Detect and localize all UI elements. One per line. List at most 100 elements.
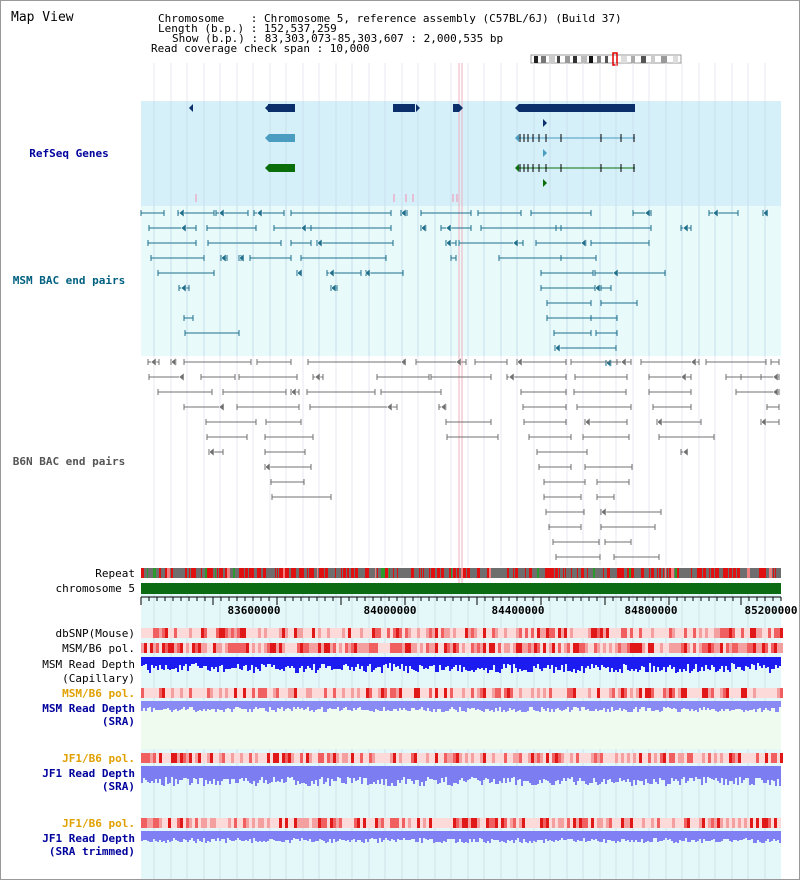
- depth-bar: [331, 831, 333, 843]
- repeat-mark: [221, 568, 223, 578]
- track-label-msm-pol-sra[interactable]: MSM/B6 pol.: [62, 687, 135, 700]
- depth-bar: [361, 657, 363, 666]
- depth-bar: [463, 831, 465, 843]
- depth-bar: [405, 701, 407, 710]
- repeat-mark: [343, 568, 346, 578]
- depth-bar: [227, 766, 229, 779]
- heat-cell: [714, 818, 717, 828]
- depth-bar: [337, 766, 339, 777]
- heat-cell: [396, 818, 399, 828]
- repeat-mark: [215, 568, 216, 578]
- depth-bar: [563, 831, 565, 840]
- depth-bar: [261, 657, 263, 664]
- chromosome-bar[interactable]: [141, 583, 781, 594]
- depth-bar: [731, 657, 733, 663]
- depth-bar: [247, 701, 249, 712]
- heat-cell: [606, 628, 609, 638]
- depth-bar: [653, 831, 655, 838]
- depth-bar: [719, 701, 721, 711]
- track-label-jf1-depth-trimmed[interactable]: JF1 Read Depth: [42, 832, 135, 845]
- heat-cell: [672, 628, 675, 638]
- msm-bac-pair: [712, 208, 719, 218]
- heat-cell: [735, 643, 738, 653]
- depth-bar: [775, 701, 777, 712]
- depth-bar: [415, 766, 417, 780]
- heat-cell: [645, 688, 648, 698]
- depth-bar: [205, 831, 207, 843]
- depth-bar: [337, 657, 339, 669]
- track-label-jf1-pol-sra[interactable]: JF1/B6 pol.: [62, 752, 135, 765]
- depth-bar: [471, 766, 473, 777]
- heat-cell: [180, 643, 183, 653]
- depth-bar: [499, 766, 501, 781]
- track-label-msm-depth-sra[interactable]: MSM Read Depth: [42, 702, 135, 715]
- depth-bar: [601, 766, 603, 782]
- depth-bar: [359, 766, 361, 777]
- track-label-refseq[interactable]: RefSeq Genes: [29, 147, 109, 160]
- track-label-chromosome[interactable]: chromosome 5: [55, 582, 135, 595]
- depth-bar: [173, 657, 175, 669]
- track-label-msm-pol-capillary[interactable]: MSM/B6 pol.: [62, 642, 135, 655]
- repeat-mark: [507, 568, 509, 578]
- depth-bar: [699, 701, 701, 708]
- depth-bar: [619, 657, 621, 669]
- depth-bar: [159, 831, 161, 840]
- track-label-jf1-pol-trimmed[interactable]: JF1/B6 pol.: [62, 817, 135, 830]
- depth-bar: [695, 766, 697, 777]
- b6n-bac-pairs[interactable]: [147, 357, 780, 560]
- depth-bar: [299, 766, 301, 784]
- heat-cell: [426, 628, 429, 638]
- depth-bar: [729, 766, 731, 781]
- refseq-genes[interactable]: [189, 104, 635, 202]
- repeat-mark: [449, 568, 452, 578]
- track-label-dbsnp[interactable]: dbSNP(Mouse): [55, 627, 135, 640]
- depth-bar: [453, 831, 455, 839]
- msm-bac-pairs[interactable]: [140, 208, 769, 368]
- depth-bar: [639, 766, 641, 781]
- track-label-msm-depth-capillary[interactable]: MSM Read Depth: [42, 658, 135, 671]
- b6n-bac-pair: [656, 417, 663, 427]
- depth-bar: [425, 701, 427, 711]
- repeat-mark: [205, 568, 207, 578]
- heat-cell: [693, 643, 696, 653]
- heat-cell: [750, 643, 753, 653]
- track-label-repeat[interactable]: Repeat: [95, 567, 135, 580]
- heat-cell: [711, 818, 714, 828]
- depth-bar: [155, 701, 157, 710]
- depth-bar: [269, 766, 271, 783]
- track-label-msm-bac[interactable]: MSM BAC end pairs: [12, 274, 126, 287]
- depth-bar: [487, 766, 489, 779]
- heat-cell: [702, 753, 705, 763]
- repeat-mark: [705, 568, 706, 578]
- depth-bar: [543, 701, 545, 709]
- heat-cell: [489, 643, 492, 653]
- depth-bar: [451, 701, 453, 707]
- heat-cell: [375, 628, 378, 638]
- depth-bar: [467, 766, 469, 780]
- heat-cell: [144, 753, 147, 763]
- depth-bar: [455, 766, 457, 783]
- depth-bar: [395, 831, 397, 842]
- depth-bar: [273, 657, 275, 665]
- depth-bar: [757, 766, 759, 778]
- track-label-b6n-bac[interactable]: B6N BAC end pairs: [12, 455, 126, 468]
- heat-cell: [432, 628, 435, 638]
- depth-bar: [425, 831, 427, 839]
- repeat-mark: [603, 568, 604, 578]
- heat-cell: [147, 753, 150, 763]
- track-label-jf1-depth-sra[interactable]: JF1 Read Depth: [42, 767, 135, 780]
- depth-bar: [317, 701, 319, 709]
- depth-bar: [169, 831, 171, 842]
- depth-bar: [323, 831, 325, 841]
- depth-bar: [513, 766, 515, 777]
- depth-bar: [243, 701, 245, 709]
- heat-cell: [576, 753, 579, 763]
- depth-bar: [279, 831, 281, 841]
- depth-bar: [633, 657, 635, 671]
- heat-cell: [537, 753, 540, 763]
- heat-cell: [732, 753, 735, 763]
- heat-cell: [591, 628, 594, 638]
- heat-cell: [420, 643, 423, 653]
- depth-bar: [491, 701, 493, 710]
